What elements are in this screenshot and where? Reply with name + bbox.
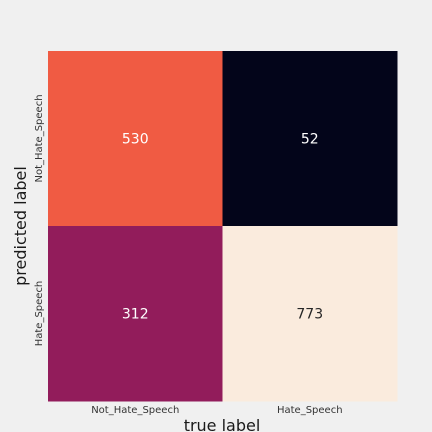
x-tick-label: Hate_Speech xyxy=(277,405,343,416)
x-axis-label: true label xyxy=(184,416,261,432)
y-tick-label: Not_Hate_Speech xyxy=(34,94,45,182)
heatmap-cell-1-1 xyxy=(222,226,398,402)
cell-value-0-1: 52 xyxy=(301,132,319,148)
x-tick-label: Not_Hate_Speech xyxy=(91,405,179,416)
y-tick-label: Hate_Speech xyxy=(34,281,45,347)
tick-labels: Not_Hate_Speech Hate_Speech Not_Hate_Speec… xyxy=(34,94,343,416)
heatmap-cell-0-1 xyxy=(222,51,398,227)
heatmap-cell-0-0 xyxy=(48,51,223,227)
heatmap-cell-1-0 xyxy=(48,226,223,402)
cell-value-1-1: 773 xyxy=(296,307,323,323)
cell-value-0-0: 530 xyxy=(122,132,149,148)
y-axis-label: predicted label xyxy=(11,166,30,286)
cell-value-1-0: 312 xyxy=(122,307,149,323)
heatmap-cells: 530 52 312 773 xyxy=(48,51,398,402)
